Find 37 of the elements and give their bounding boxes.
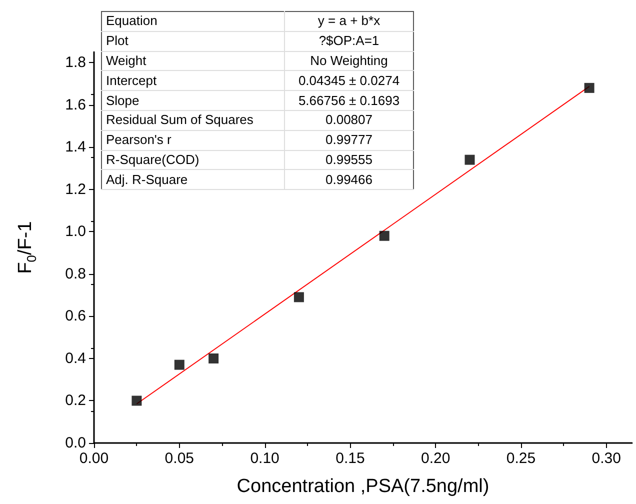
annotation: No Weighting [284, 51, 414, 71]
annotation: Pearson's r [102, 130, 284, 150]
y-tick-label: 0.2 [65, 392, 86, 410]
annotation: 0.04345 ± 0.0274 [284, 70, 414, 91]
annotation: 0.99466 [284, 170, 414, 190]
y-tick-label: 1.6 [65, 96, 86, 114]
y-tick-label: 0.8 [65, 265, 86, 282]
x-tick-label: 0.15 [336, 450, 365, 467]
annotation: 0.99555 [284, 150, 414, 170]
x-tick-label: 0.30 [592, 450, 621, 467]
y-axis-title: F0/F-1 [15, 221, 39, 274]
annotation: Slope [102, 90, 284, 110]
x-axis-title: Concentration ,PSA(7.5ng/ml) [236, 476, 490, 497]
y-tick-label: 1.2 [65, 180, 86, 198]
y-tick-label: 1.4 [65, 138, 86, 156]
annotation: 0.99777 [284, 130, 414, 150]
text: Plot [102, 31, 284, 52]
y-tick-label: 0.0 [65, 434, 86, 452]
y-tick-label: 0.6 [65, 308, 86, 325]
annotation: Intercept [102, 70, 284, 91]
annotation: 0.00807 [284, 110, 414, 130]
y-tick-label: 0.4 [65, 350, 86, 367]
annotation: Residual Sum of Squares [102, 110, 284, 130]
annotation: 5.66756 ± 0.1693 [284, 90, 414, 110]
x-tick-label: 0.10 [250, 450, 280, 467]
x-tick-label: 0.20 [420, 450, 450, 467]
y-tick-label: 1.0 [65, 223, 86, 240]
y-tick-label: 1.8 [65, 54, 86, 72]
annotation: Weight [102, 51, 284, 71]
x-tick-label: 0.05 [164, 450, 194, 467]
annotation: Adj. R-Square [102, 170, 284, 190]
text: ?$OP:A=1 [284, 31, 414, 52]
text: y = a + b*x [284, 12, 414, 32]
x-tick-label: 0.25 [506, 450, 536, 467]
x-tick-label: 0.00 [79, 450, 109, 467]
annotation: R-Square(COD) [102, 150, 284, 170]
text: Equation [102, 12, 284, 32]
